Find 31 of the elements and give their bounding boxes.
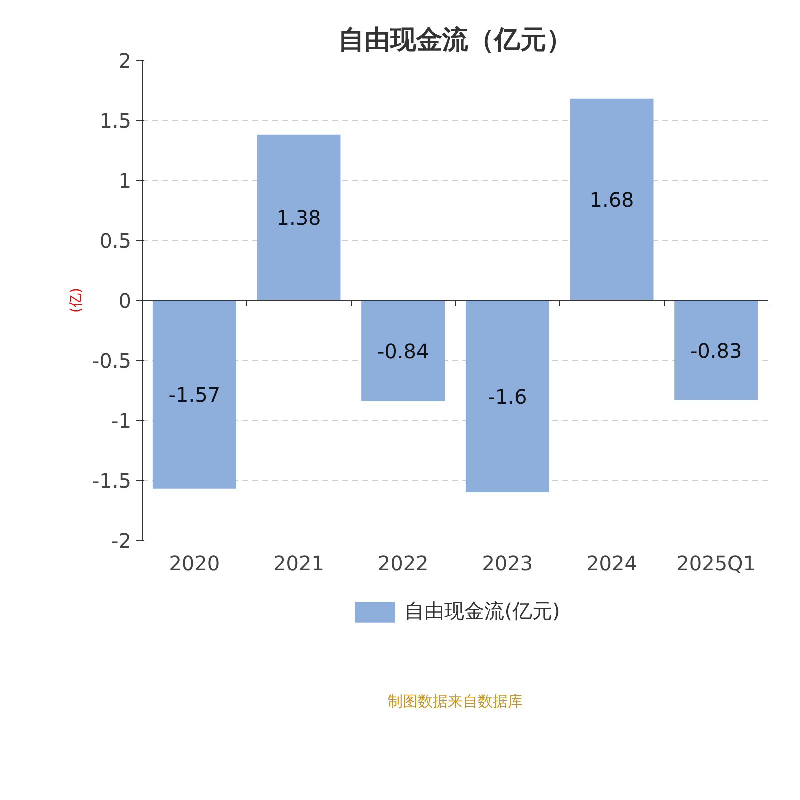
bar (674, 300, 758, 400)
data-label: -1.57 (168, 383, 221, 408)
x-tick-label: 2024 (586, 552, 638, 576)
y-tick-label: 1.5 (100, 109, 132, 133)
x-tick-label: 2020 (169, 552, 220, 576)
y-tick-label: 0 (118, 289, 132, 313)
x-tick-label: 2025Q1 (676, 552, 756, 576)
y-tick-label: 0.5 (100, 229, 132, 253)
data-label: 1.38 (276, 206, 322, 230)
y-tick-label: 2 (118, 49, 132, 73)
x-tick-label: 2023 (482, 552, 534, 576)
chart-title: 自由现金流（亿元） (338, 26, 572, 56)
bar (466, 300, 550, 492)
x-tick-label: 2021 (274, 552, 324, 576)
y-tick-label: 1 (118, 169, 132, 193)
data-label: -1.6 (488, 385, 528, 409)
legend-label: 自由现金流(亿元) (404, 598, 560, 625)
y-axis-title: (亿) (68, 288, 84, 313)
data-label: 1.68 (590, 188, 634, 212)
data-label: -0.84 (377, 339, 430, 364)
y-tick-label: -1.5 (92, 469, 132, 493)
y-tick-label: -1 (112, 409, 132, 433)
y-tick-label: -0.5 (92, 349, 132, 373)
bar (570, 98, 654, 300)
y-tick-label: -2 (112, 529, 132, 553)
x-tick-label: 2022 (378, 552, 429, 576)
data-label: -0.83 (690, 338, 742, 363)
text: 制图数据来自数据库 (388, 692, 523, 710)
bar (152, 300, 236, 489)
bar (362, 300, 446, 402)
bar (257, 134, 341, 300)
